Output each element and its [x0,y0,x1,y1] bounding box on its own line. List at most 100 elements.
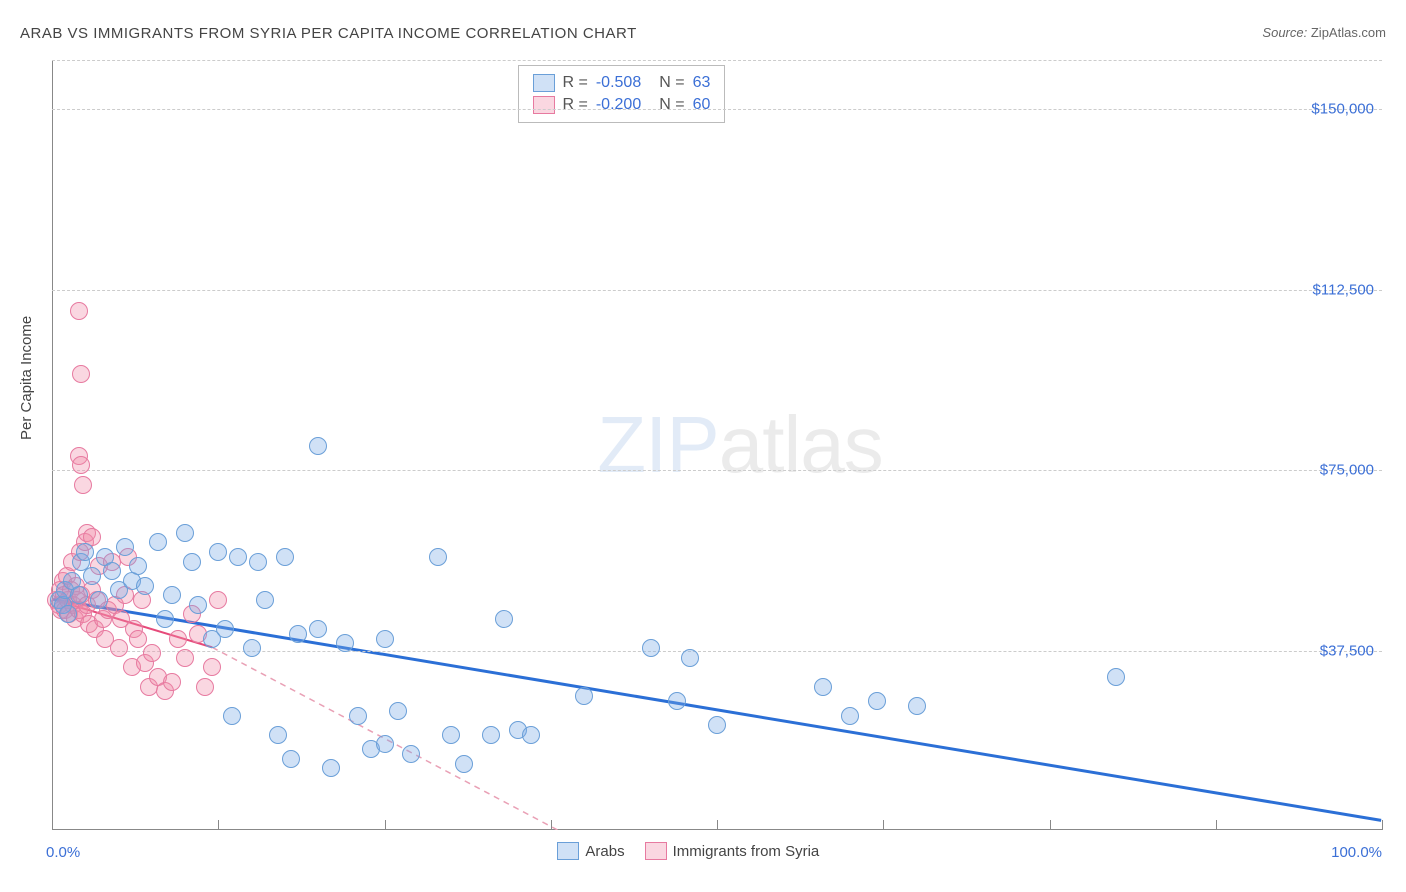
data-point-syria [129,630,147,648]
data-point-arabs [76,543,94,561]
y-tick-label: $37,500 [1320,642,1374,659]
data-point-arabs [59,605,77,623]
data-point-arabs [103,562,121,580]
data-point-syria [196,678,214,696]
stats-row-syria: R = -0.200 N = 60 [533,94,711,116]
data-point-arabs [249,553,267,571]
stats-legend: R = -0.508 N = 63 R = -0.200 N = 60 [518,65,726,123]
x-tick [52,820,53,830]
x-tick [218,820,219,830]
x-tick [883,820,884,830]
x-tick-label: 100.0% [1331,844,1382,861]
chart-title: ARAB VS IMMIGRANTS FROM SYRIA PER CAPITA… [20,25,637,42]
n-value-syria: 60 [693,96,711,114]
data-point-arabs [336,634,354,652]
swatch-syria [645,842,667,860]
data-point-arabs [243,639,261,657]
legend-label-arabs: Arabs [585,843,624,860]
data-point-arabs [256,591,274,609]
data-point-arabs [223,707,241,725]
data-point-arabs [269,726,287,744]
data-point-arabs [209,543,227,561]
r-label: R = [563,96,588,114]
data-point-syria [74,476,92,494]
data-point-arabs [376,735,394,753]
y-tick-label: $112,500 [1313,281,1374,298]
data-point-arabs [176,524,194,542]
data-point-arabs [389,702,407,720]
regression-lines [52,61,1382,830]
data-point-arabs [322,759,340,777]
data-point-arabs [482,726,500,744]
r-label: R = [563,74,588,92]
data-point-arabs [282,750,300,768]
data-point-arabs [868,692,886,710]
data-point-arabs [276,548,294,566]
data-point-arabs [136,577,154,595]
data-point-arabs [189,596,207,614]
data-point-arabs [349,707,367,725]
data-point-arabs [116,538,134,556]
data-point-arabs [841,707,859,725]
data-point-arabs [402,745,420,763]
data-point-syria [176,649,194,667]
y-axis-title: Per Capita Income [18,316,35,440]
data-point-arabs [70,586,88,604]
n-value-arabs: 63 [693,74,711,92]
legend-item-arabs: Arabs [557,842,624,860]
data-point-arabs [814,678,832,696]
data-point-syria [72,365,90,383]
swatch-arabs [557,842,579,860]
data-point-arabs [309,620,327,638]
swatch-syria [533,96,555,114]
data-point-arabs [289,625,307,643]
data-point-arabs [129,557,147,575]
n-label: N = [659,96,684,114]
data-point-syria [209,591,227,609]
data-point-syria [169,630,187,648]
data-point-arabs [90,591,108,609]
data-point-arabs [642,639,660,657]
x-tick-label: 0.0% [46,844,80,861]
data-point-arabs [183,553,201,571]
legend-label-syria: Immigrants from Syria [673,843,820,860]
data-point-arabs [708,716,726,734]
data-point-arabs [149,533,167,551]
n-label: N = [659,74,684,92]
data-point-syria [72,456,90,474]
data-point-arabs [668,692,686,710]
data-point-syria [203,658,221,676]
data-point-arabs [229,548,247,566]
x-tick [551,820,552,830]
y-axis-line [52,61,53,830]
watermark-zip: ZIP [597,400,718,489]
y-tick-label: $150,000 [1311,101,1374,118]
data-point-arabs [156,610,174,628]
data-point-arabs [455,755,473,773]
data-point-syria [143,644,161,662]
source-label: Source: [1262,25,1307,40]
plot-area: ZIPatlas R = -0.508 N = 63 R = -0.200 N … [52,60,1382,830]
grid-line [52,290,1382,291]
data-point-arabs [495,610,513,628]
data-point-syria [163,673,181,691]
grid-line [52,109,1382,110]
x-tick [385,820,386,830]
legend-item-syria: Immigrants from Syria [645,842,820,860]
x-tick [1216,820,1217,830]
y-tick-label: $75,000 [1320,462,1374,479]
data-point-arabs [163,586,181,604]
source-value: ZipAtlas.com [1311,25,1386,40]
data-point-arabs [908,697,926,715]
data-point-arabs [216,620,234,638]
watermark: ZIPatlas [597,399,882,491]
data-point-arabs [83,567,101,585]
data-point-arabs [442,726,460,744]
data-point-arabs [309,437,327,455]
data-point-arabs [429,548,447,566]
data-point-arabs [575,687,593,705]
x-tick [717,820,718,830]
data-point-arabs [681,649,699,667]
data-point-arabs [1107,668,1125,686]
swatch-arabs [533,74,555,92]
